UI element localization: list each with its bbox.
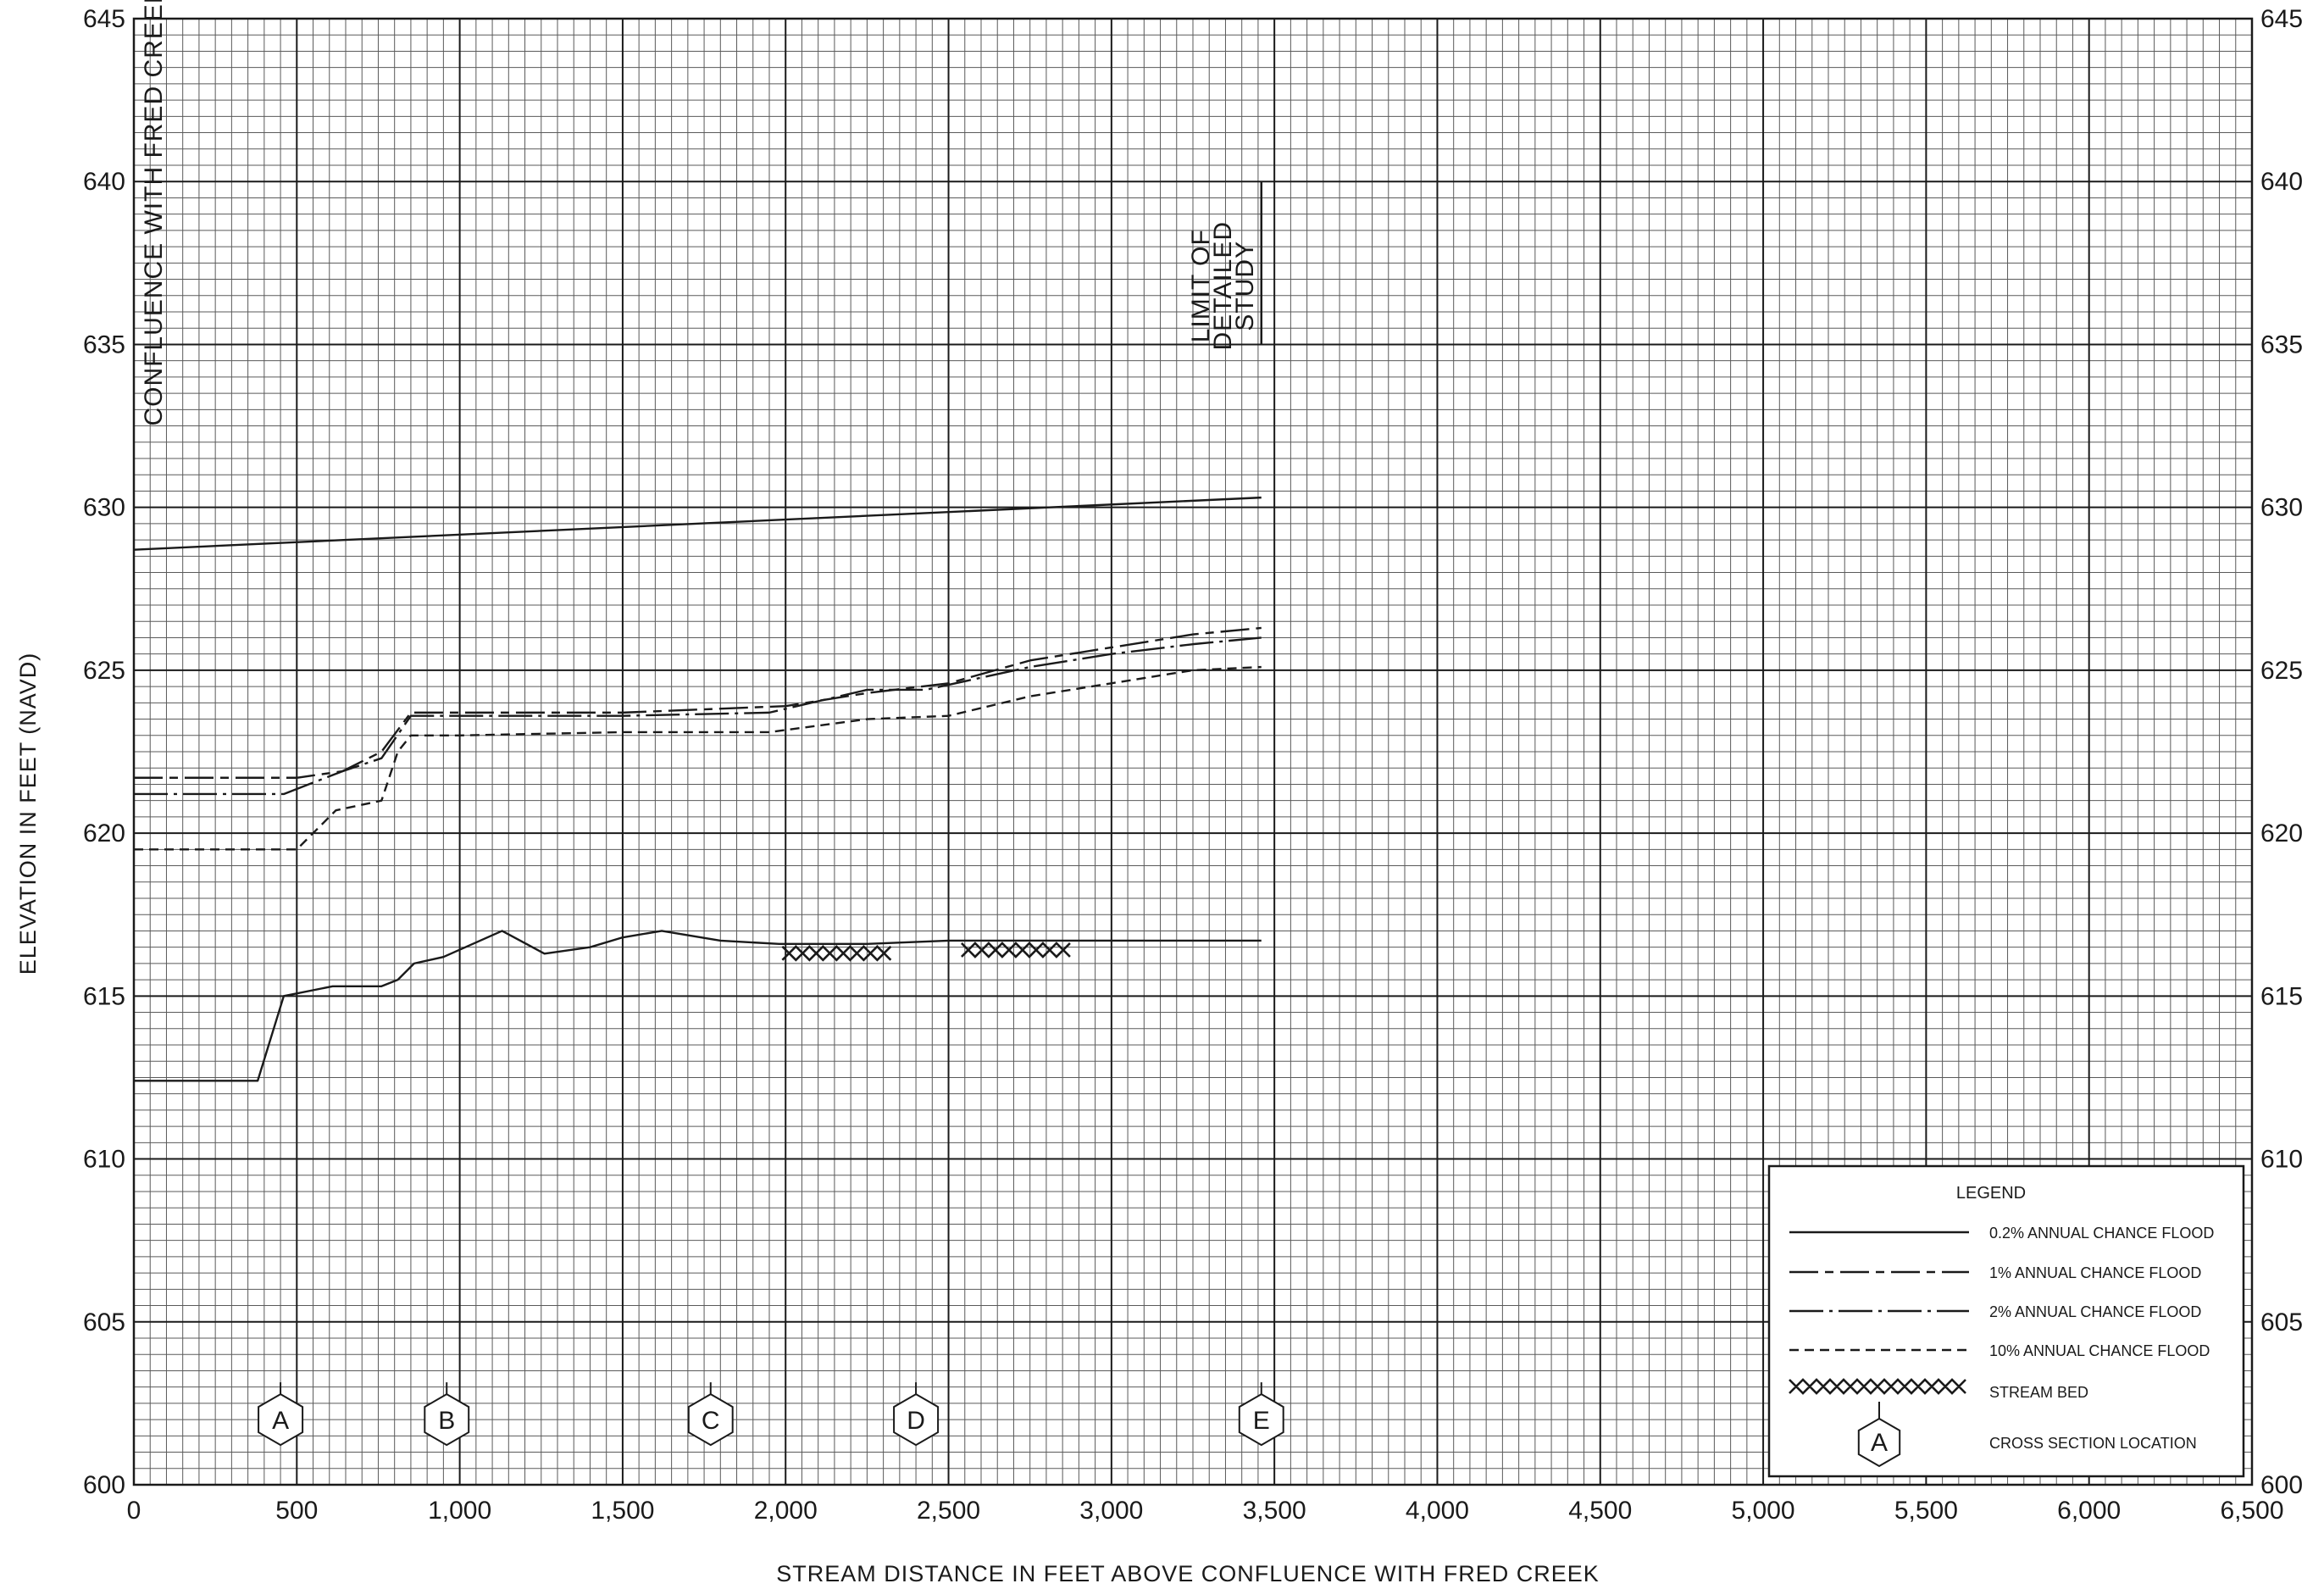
plot-frame: [132, 17, 2254, 1486]
2-annual-chance-flood-line: [134, 636, 1262, 796]
legend-hatch-swatch: [1789, 1378, 1966, 1395]
y-tick-label-left: 615: [83, 982, 125, 1010]
cross-section-label: E: [1253, 1407, 1270, 1435]
y-tick-label-right: 640: [2260, 168, 2303, 196]
profile-lines: [133, 496, 1262, 1082]
legend-entry-label: 10% ANNUAL CHANCE FLOOD: [1989, 1342, 2210, 1359]
cross-section-label: D: [907, 1407, 925, 1435]
cross-section-marker-a: [258, 1392, 304, 1447]
grid: [132, 17, 2254, 1486]
limit-of-study-label: LIMIT OF: [1187, 229, 1215, 342]
x-axis-title: STREAM DISTANCE IN FEET ABOVE CONFLUENCE…: [776, 1561, 1600, 1586]
axis-tick-labels: 0 500 1,000 1,500 2,000 2,500 3,000 3,500 4,000 4…: [83, 5, 2303, 1525]
x-tick-label: 1,500: [591, 1497, 654, 1525]
y-tick-label-left: 610: [83, 1146, 125, 1174]
cross-section-marker-b: [424, 1392, 470, 1447]
cross-section-label: C: [702, 1407, 720, 1435]
legend-hexagon-swatch: [1857, 1417, 1901, 1468]
x-tick-label: 3,500: [1243, 1497, 1306, 1525]
y-tick-label-left: 630: [83, 494, 125, 522]
x-tick-label: 4,500: [1568, 1497, 1632, 1525]
cross-section-marker-c: [687, 1392, 734, 1447]
y-tick-label-right: 625: [2260, 657, 2303, 685]
legend-hexagon-letter: A: [1871, 1429, 1888, 1457]
stream-bed-line: [134, 930, 1262, 1082]
legend-box: [1767, 1164, 2245, 1478]
limit-of-study-label: DETAILED: [1209, 221, 1237, 350]
legend-title: LEGEND: [1956, 1184, 2026, 1203]
stream-bed-hatch: [961, 942, 1071, 958]
limit-of-study-label: STUDY: [1231, 241, 1259, 331]
0-2-annual-chance-flood-line: [133, 496, 1262, 551]
y-tick-label-left: 620: [83, 820, 125, 847]
legend-entry-label: 0.2% ANNUAL CHANCE FLOOD: [1989, 1225, 2214, 1242]
x-tick-label: 0: [127, 1497, 141, 1525]
x-tick-label: 6,500: [2220, 1497, 2283, 1525]
y-tick-label-right: 630: [2260, 494, 2303, 522]
confluence-label: CONFLUENCE WITH FRED CREEK: [140, 0, 168, 426]
legend-entry-label: CROSS SECTION LOCATION: [1989, 1435, 2197, 1452]
legend-entry-label: 2% ANNUAL CHANCE FLOOD: [1989, 1303, 2201, 1320]
y-axis-title: ELEVATION IN FEET (NAVD): [15, 653, 41, 975]
y-tick-label-right: 610: [2260, 1146, 2303, 1174]
x-tick-label: 5,000: [1732, 1497, 1795, 1525]
x-tick-label: 6,000: [2057, 1497, 2121, 1525]
legend-entry-label: STREAM BED: [1989, 1384, 2088, 1401]
cross-section-marker-d: [893, 1392, 940, 1447]
legend: LEGEND 0.2% ANNUAL CHANCE FLOOD 1% ANNUAL …: [1767, 1164, 2245, 1478]
x-tick-label: 500: [275, 1497, 318, 1525]
y-tick-label-left: 635: [83, 331, 125, 358]
y-tick-label-right: 615: [2260, 982, 2303, 1010]
x-tick-label: 2,500: [917, 1497, 980, 1525]
x-tick-label: 5,500: [1894, 1497, 1958, 1525]
x-tick-label: 2,000: [754, 1497, 818, 1525]
legend-entry-label: 1% ANNUAL CHANCE FLOOD: [1989, 1264, 2201, 1281]
y-tick-label-left: 600: [83, 1471, 125, 1499]
cross-section-label: B: [438, 1407, 455, 1435]
10-annual-chance-flood-line: [134, 665, 1262, 851]
chart-annotations: A B C D E CONFLUENCE WITH FRED CREEK LIMIT OFD…: [140, 0, 1284, 1447]
y-tick-label-left: 625: [83, 657, 125, 685]
y-tick-label-left: 640: [83, 168, 125, 196]
y-tick-label-right: 605: [2260, 1308, 2303, 1336]
x-tick-label: 4,000: [1406, 1497, 1469, 1525]
y-tick-label-right: 620: [2260, 820, 2303, 847]
y-tick-label-left: 645: [83, 5, 125, 33]
x-tick-label: 3,000: [1079, 1497, 1143, 1525]
y-tick-label-right: 635: [2260, 331, 2303, 358]
cross-section-label: A: [272, 1407, 289, 1435]
stream-bed-hatch: [781, 944, 892, 962]
y-tick-label-right: 645: [2260, 5, 2303, 33]
cross-section-marker-e: [1238, 1392, 1284, 1447]
y-tick-label-right: 600: [2260, 1471, 2303, 1499]
y-tick-label-left: 605: [83, 1308, 125, 1336]
1-annual-chance-flood-line: [134, 626, 1262, 779]
x-tick-label: 1,000: [428, 1497, 491, 1525]
